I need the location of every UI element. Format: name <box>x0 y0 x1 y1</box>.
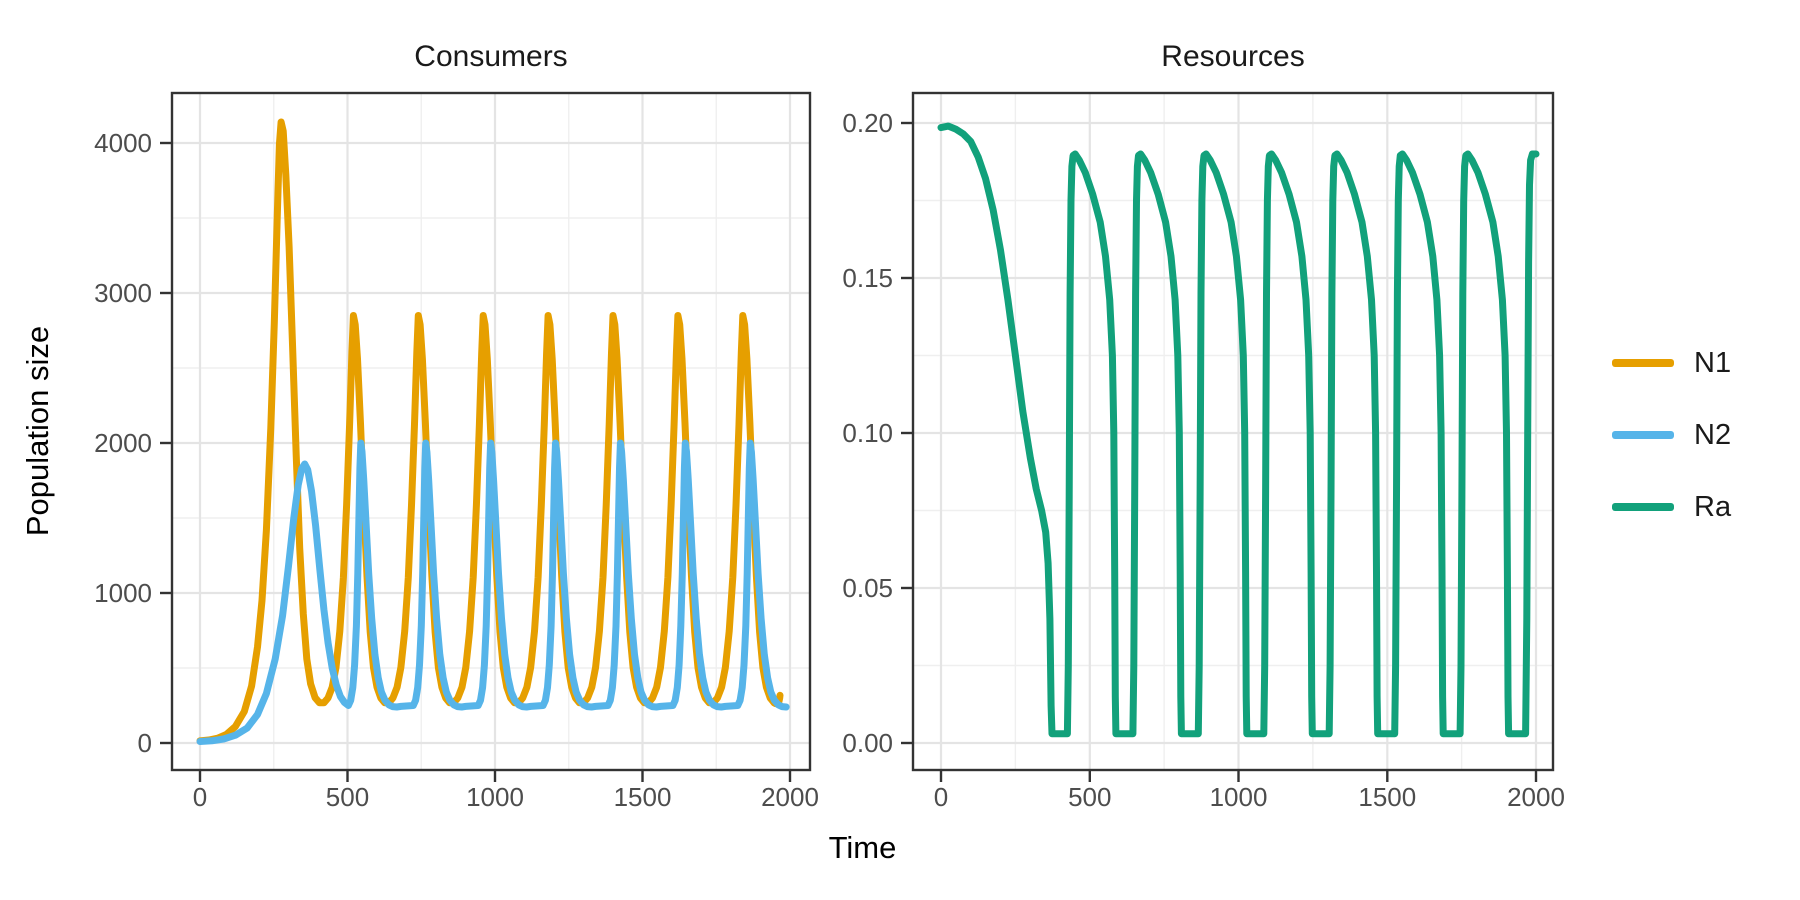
y-tick-label: 0.00 <box>842 728 893 758</box>
legend-item-n2: N2 <box>1612 415 1731 455</box>
consumers-panel: 0 500 1000 1500 2000 0 1000 2000 3000 4000 <box>94 91 819 812</box>
n2-line <box>196 439 790 745</box>
y-tick-label: 0.20 <box>842 108 893 138</box>
legend-label-ra: Ra <box>1694 490 1732 523</box>
legend-item-n1: N1 <box>1612 343 1731 383</box>
x-tick-label: 1000 <box>466 782 524 812</box>
y-tick-label: 0 <box>138 728 152 758</box>
y-tick-label: 2000 <box>94 428 152 458</box>
y-tick-label: 4000 <box>94 128 152 158</box>
ra-line <box>937 122 1540 738</box>
legend-key-line-ra <box>1612 503 1674 511</box>
x-tick-label: 0 <box>193 782 207 812</box>
x-tick-label: 1500 <box>1358 782 1416 812</box>
panel-border <box>170 91 812 772</box>
x-tick-label: 2000 <box>1507 782 1565 812</box>
legend-label-n1: N1 <box>1694 346 1732 379</box>
x-tick-label: 2000 <box>761 782 819 812</box>
resources-panel: 0 500 1000 1500 2000 0.00 0.05 0.10 0.15 0.20 <box>842 91 1565 812</box>
x-axis-title: Time <box>828 830 897 865</box>
legend-key-line-n1 <box>1612 359 1674 367</box>
legend-key-line-n2 <box>1612 431 1674 439</box>
x-tick-label: 500 <box>326 782 369 812</box>
facet-title-consumers: Consumers <box>414 40 568 73</box>
panel-border <box>911 91 1555 772</box>
y-axis-title: Population size <box>20 325 55 537</box>
y-tick-label: 3000 <box>94 278 152 308</box>
facet-title-resources: Resources <box>1161 40 1305 73</box>
legend-item-ra: Ra <box>1612 487 1731 527</box>
x-tick-label: 1500 <box>614 782 672 812</box>
x-tick-label: 0 <box>934 782 948 812</box>
legend: N1 N2 Ra <box>1612 343 1731 527</box>
y-tick-label: 0.10 <box>842 418 893 448</box>
legend-label-n2: N2 <box>1694 418 1732 451</box>
y-tick-label: 0.15 <box>842 263 893 293</box>
x-tick-label: 1000 <box>1210 782 1268 812</box>
y-tick-label: 0.05 <box>842 573 893 603</box>
x-tick-label: 500 <box>1068 782 1111 812</box>
y-tick-label: 1000 <box>94 578 152 608</box>
n1-line <box>196 118 784 745</box>
